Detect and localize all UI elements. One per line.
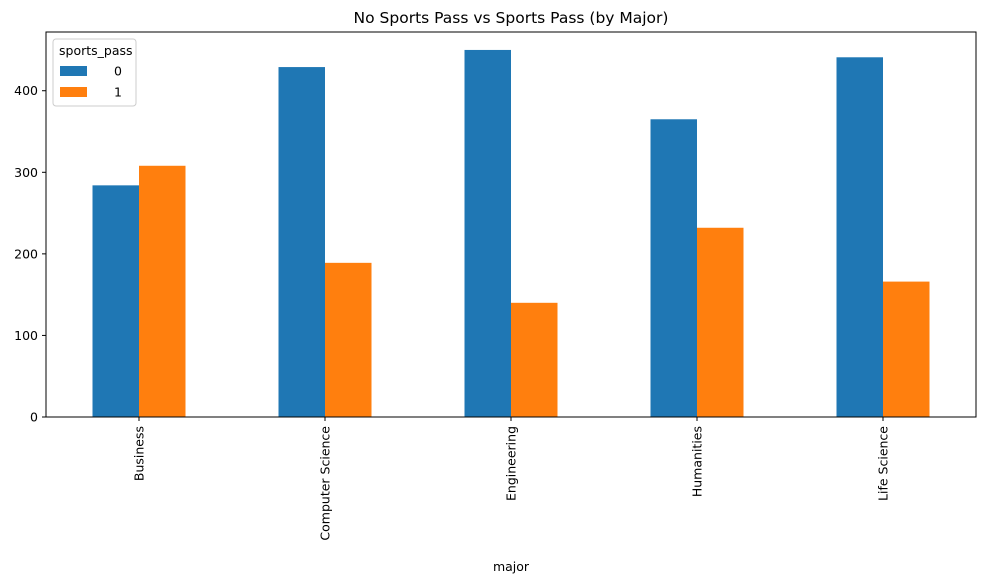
x-axis-label: major	[493, 559, 530, 574]
x-tick-label: Computer Science	[318, 426, 333, 541]
x-tick-label: Business	[132, 426, 147, 481]
y-tick-label: 200	[14, 246, 38, 261]
x-axis: Business Computer Science Engineering Human…	[132, 417, 891, 541]
y-tick-label: 100	[14, 328, 38, 343]
bar-life-science-series-0	[836, 57, 883, 418]
bar-life-science-series-1	[883, 281, 930, 417]
bar-business-series-0	[92, 185, 139, 417]
x-tick-label: Humanities	[690, 426, 705, 497]
chart-title: No Sports Pass vs Sports Pass (by Major)	[354, 9, 669, 27]
legend-label: 0	[114, 64, 122, 79]
legend-label: 1	[114, 85, 122, 100]
bar-computer-science-series-1	[325, 262, 372, 417]
y-tick-label: 400	[14, 83, 38, 98]
bar-humanities-series-1	[697, 227, 744, 417]
bar-engineering-series-1	[511, 302, 558, 417]
legend-swatch	[60, 87, 87, 97]
y-tick-label: 300	[14, 165, 38, 180]
legend-swatch	[60, 66, 87, 76]
legend-title: sports_pass	[59, 43, 133, 58]
y-tick-label: 0	[30, 410, 38, 425]
x-tick-label: Engineering	[504, 426, 519, 501]
legend: sports_pass 01	[52, 38, 137, 107]
bar-engineering-series-0	[464, 49, 511, 417]
bar-computer-science-series-0	[278, 67, 325, 417]
x-tick-label: Life Science	[876, 426, 891, 501]
y-axis: 0 100 200 300 400	[14, 83, 46, 425]
bar-humanities-series-0	[650, 119, 697, 418]
bars-layer	[92, 49, 930, 418]
bar-business-series-1	[139, 165, 186, 417]
legend-entries: 01	[60, 64, 122, 100]
